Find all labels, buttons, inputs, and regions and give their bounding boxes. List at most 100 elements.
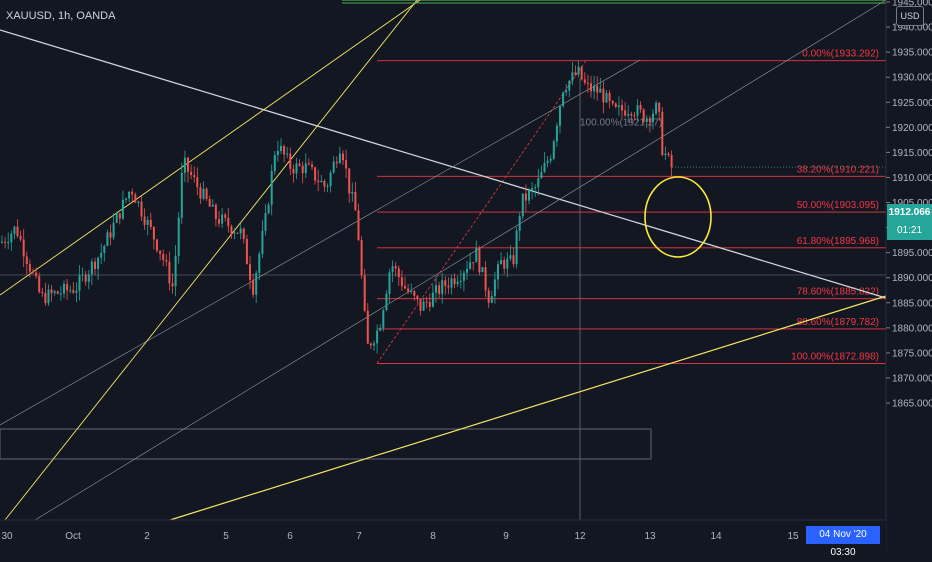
candle-body (159, 250, 162, 254)
candle-body (177, 217, 180, 256)
candle-body (143, 216, 146, 225)
candle-body (484, 267, 487, 291)
fib-trend-line[interactable] (376, 60, 587, 364)
candle-body (422, 301, 425, 311)
candle-body (438, 285, 441, 294)
candle-body (605, 92, 608, 103)
price-axis-bg (886, 0, 932, 550)
price-axis[interactable]: 1945.000 1940.000 1935.000 1930.000 1925.000… (885, 0, 932, 550)
candle-body (190, 171, 193, 176)
candle-body (196, 177, 199, 188)
candle-body (450, 278, 453, 288)
price-tick-label: 1940.000 (892, 23, 932, 34)
candle-body (512, 255, 515, 265)
support-zone-rect[interactable] (0, 428, 652, 460)
overlay-drawings[interactable] (644, 166, 886, 258)
candle-body (134, 194, 137, 203)
candle-body (109, 232, 112, 238)
time-tick-label: 8 (430, 531, 436, 542)
candle-body (317, 180, 320, 183)
candle-body (354, 191, 357, 211)
candle-body (342, 153, 344, 161)
candle-body (348, 168, 351, 194)
candle-body (614, 103, 617, 107)
candle-body (391, 266, 394, 273)
candle-body (562, 92, 565, 107)
candle-body (503, 260, 506, 269)
highlight-circle[interactable] (644, 176, 712, 258)
candle-body (218, 219, 220, 224)
candle-body (115, 213, 118, 223)
fib-level-label: 50.00%(1903.095) (797, 200, 879, 211)
fib-level-label: 100.00%(1872.898) (791, 351, 879, 362)
candle-body (338, 153, 341, 164)
candle-body (332, 161, 335, 173)
candle-body (400, 277, 403, 287)
price-tick-label: 1910.000 (892, 173, 932, 184)
time-tick-label: Oct (65, 531, 81, 542)
candle-body (118, 213, 121, 219)
candle-body (552, 141, 555, 159)
yellow-channel-upper[interactable] (0, 0, 421, 296)
candle-body (171, 283, 174, 287)
symbol-title[interactable]: XAUUSD, 1h, OANDA (6, 10, 116, 22)
ascending-support-line[interactable] (169, 295, 887, 521)
candle-body (487, 290, 490, 303)
descending-trendline[interactable] (0, 29, 887, 299)
candle-body (462, 272, 465, 281)
candle-body (19, 236, 22, 240)
candle-body (524, 193, 527, 201)
candle-body (667, 153, 670, 156)
candle-body (63, 283, 65, 294)
candle-body (187, 157, 189, 172)
candle-body (211, 204, 214, 207)
candle-body (404, 286, 406, 289)
candle-body (227, 217, 230, 227)
candle-body (280, 146, 282, 152)
candle-body (258, 253, 261, 273)
candle-body (531, 188, 534, 191)
candle-body (515, 230, 518, 265)
candle-body (224, 214, 227, 218)
candle-body (249, 264, 251, 280)
candle-body (202, 188, 205, 199)
crosshair-date-label: 04 Nov '20 03:30 (806, 526, 880, 558)
candle-body (1, 241, 3, 243)
candle-body (670, 155, 673, 168)
channel-line-upper[interactable] (34, 0, 887, 521)
candle-body (655, 102, 658, 114)
price-chart[interactable]: 100.00%(1945.374)0.00%(1933.292)38.20%(1… (0, 0, 932, 550)
candle-body (652, 113, 654, 123)
fib-retracement[interactable]: 100.00%(1945.374)0.00%(1933.292)38.20%(1… (342, 0, 886, 364)
candle-body (478, 247, 481, 273)
candle-body (425, 301, 428, 303)
candle-body (146, 219, 149, 225)
candle-body (289, 153, 292, 169)
candle-body (537, 178, 540, 188)
candle-body (397, 268, 400, 278)
candle-body (500, 260, 503, 265)
candle-body (326, 186, 329, 188)
price-tick-label: 1865.000 (892, 399, 932, 410)
candle-body (13, 226, 16, 234)
drawing-tools[interactable]: 100.00%(1921.27) (0, 0, 887, 521)
price-tick-label: 1920.000 (892, 123, 932, 134)
candle-body (28, 263, 31, 272)
candle-body (493, 279, 496, 297)
candle-body (617, 105, 620, 107)
candle-body (311, 164, 313, 168)
price-tick-label: 1875.000 (892, 348, 932, 359)
candle-body (611, 100, 614, 104)
candle-body (94, 261, 96, 269)
time-axis-bg (0, 520, 886, 550)
candle-body (286, 153, 289, 155)
candle-body (574, 72, 577, 75)
time-axis[interactable]: 30 Oct 2 5 6 7 8 9 12 13 14 15 (0, 519, 886, 550)
candle-body (475, 247, 478, 263)
candle-body (469, 262, 472, 269)
candle-body (208, 199, 211, 207)
currency-button[interactable]: USD (896, 6, 924, 26)
channel-line-lower[interactable] (0, 59, 641, 426)
yellow-channel-lower[interactable] (4, 0, 425, 521)
price-tick-label: 1945.000 (892, 0, 932, 9)
